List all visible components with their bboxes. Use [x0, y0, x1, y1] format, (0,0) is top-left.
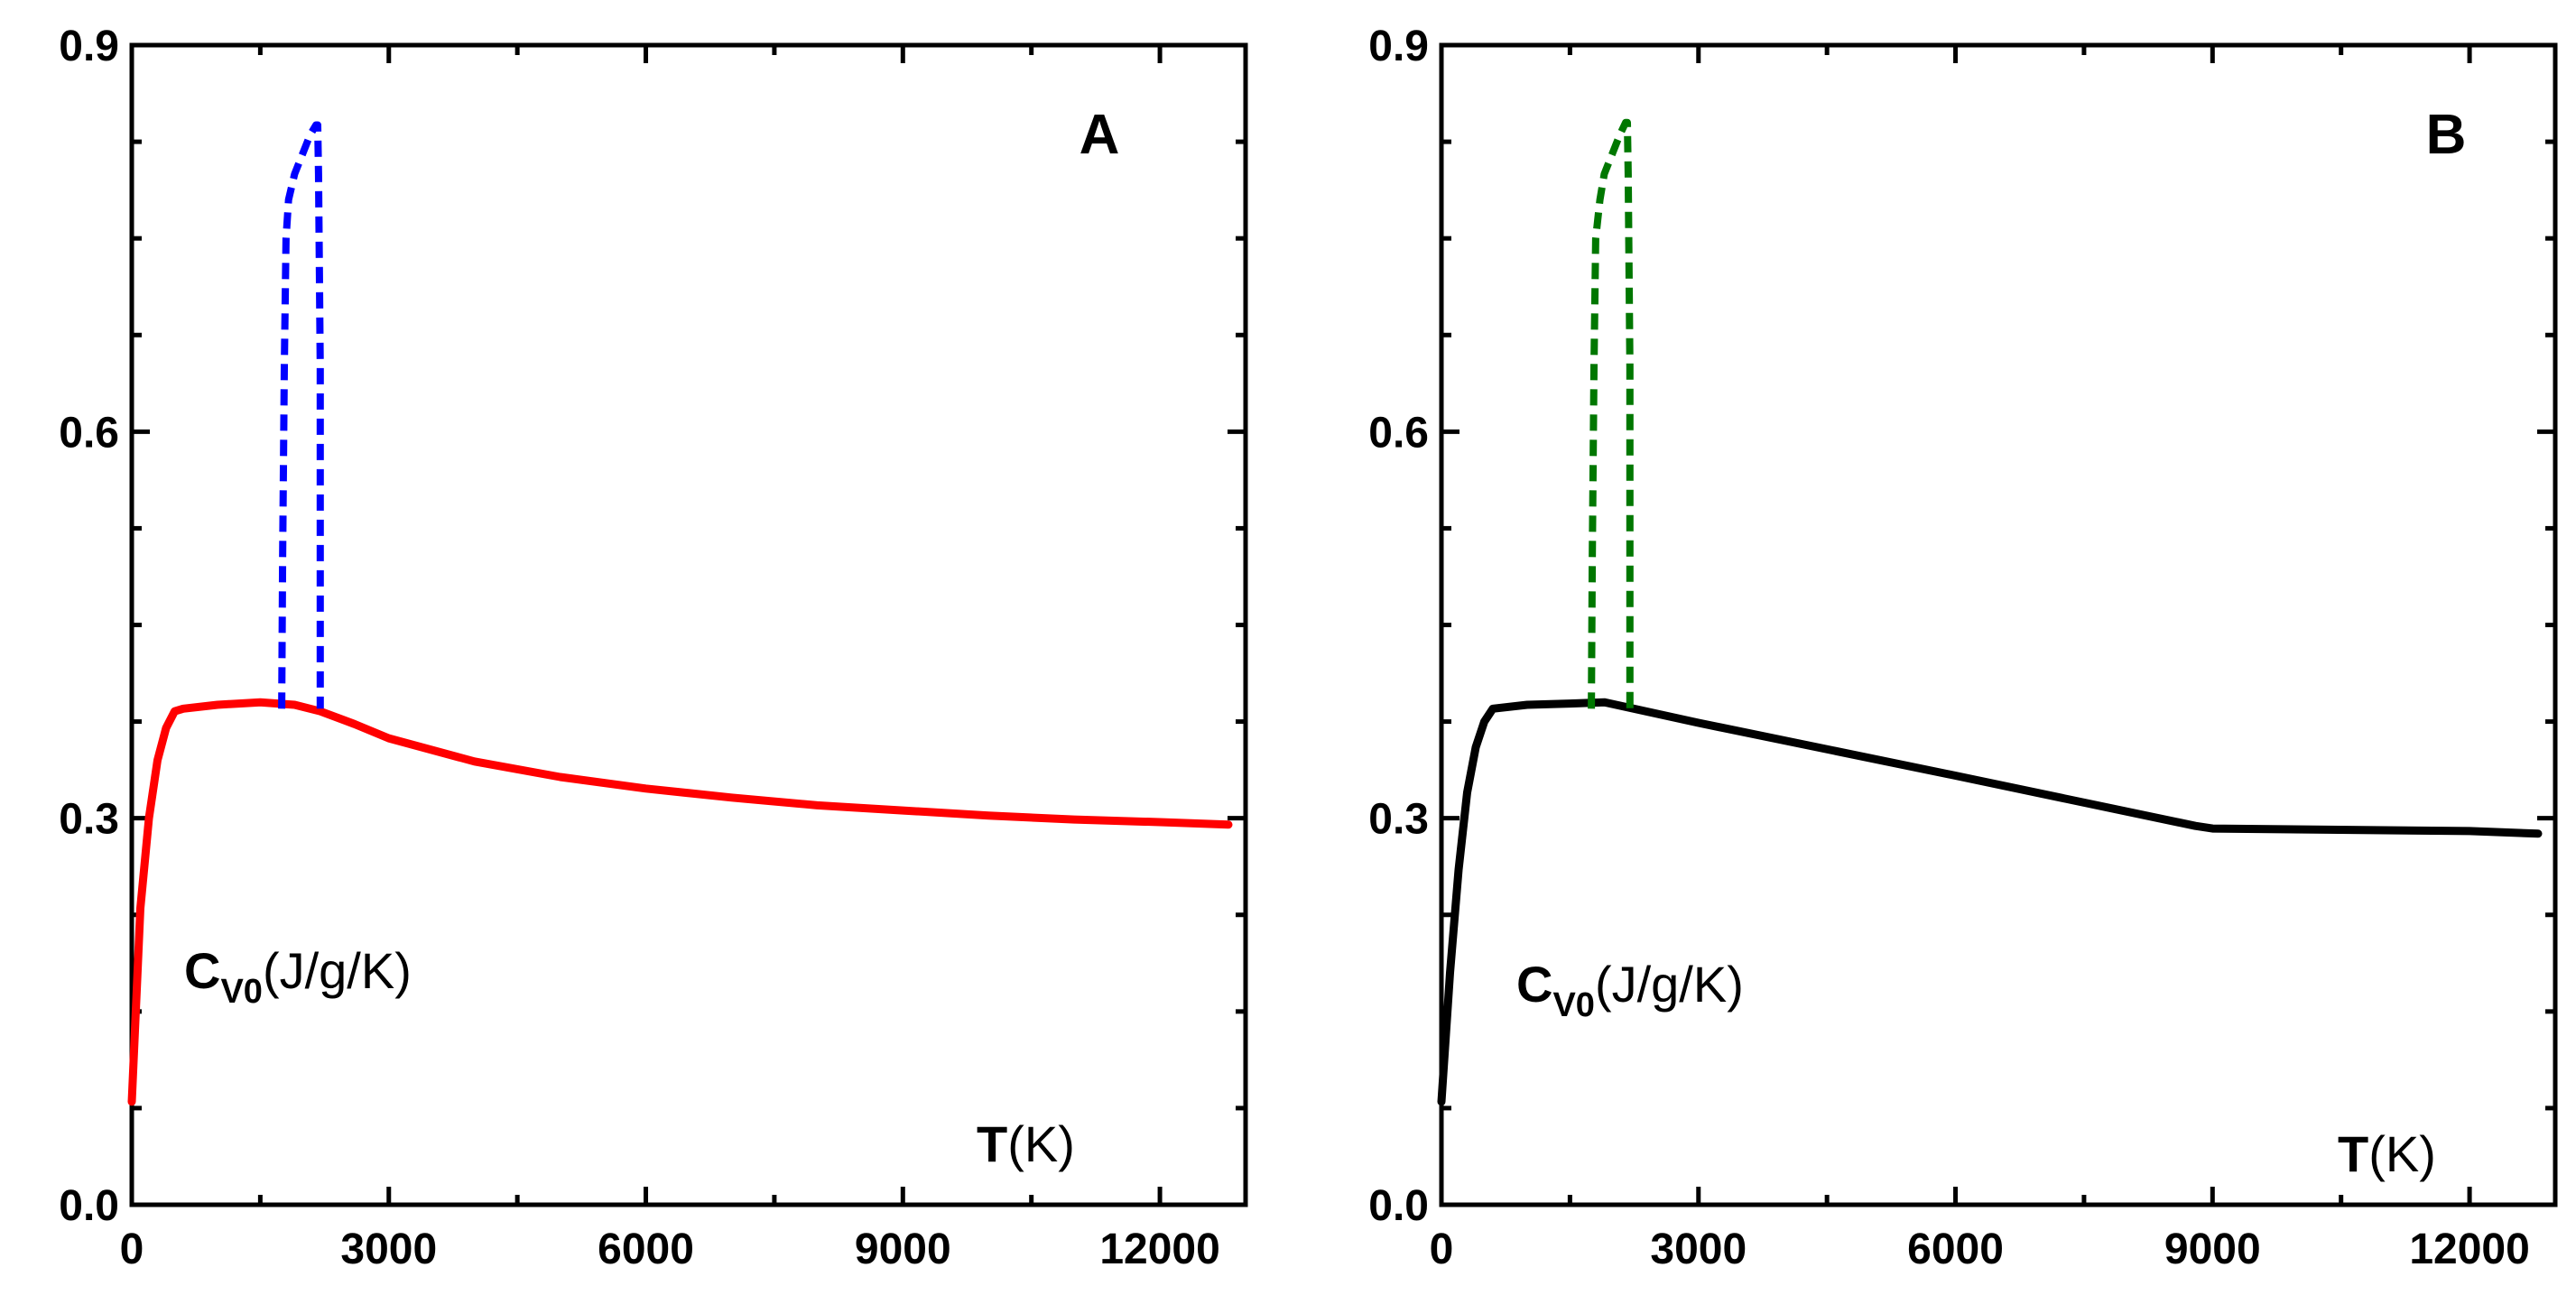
- y-axis-sub-b: V0: [1552, 986, 1594, 1024]
- y-axis-label-b: CV0(J/g/K): [1516, 956, 1744, 1024]
- x-tick-label: 3000: [1650, 1226, 1747, 1273]
- panel-label-a: A: [1080, 104, 1120, 166]
- plot-frame-a: [129, 42, 1248, 1207]
- y-tick-label: 0.3: [1368, 796, 1429, 844]
- x-tick-label: 6000: [1907, 1226, 2004, 1273]
- series-dashed-line-a: [278, 121, 324, 709]
- x-axis-label-a: T(K): [977, 1115, 1075, 1172]
- y-axis-label-a: CV0(J/g/K): [184, 942, 412, 1011]
- y-tick-label: 0.9: [1368, 23, 1429, 70]
- y-axis-unit-a: (J/g/K): [263, 942, 412, 999]
- x-tick-label: 9000: [855, 1226, 951, 1273]
- x-tick-label: 12000: [2409, 1226, 2529, 1273]
- plot-frame-b: [1439, 42, 2558, 1207]
- ticks-a: 0 3000 6000 9000 12000 0.0 0.3 0.6 0.9: [59, 23, 1246, 1273]
- series-solid-line-a: [127, 698, 1233, 1106]
- y-tick-label: 0.9: [59, 23, 119, 70]
- y-axis-unit-b: (J/g/K): [1595, 956, 1744, 1013]
- x-tick-label: 0: [120, 1226, 144, 1273]
- y-axis-var-a: C: [184, 942, 220, 999]
- panel-label-b: B: [2426, 104, 2467, 166]
- y-tick-label: 0.6: [1368, 409, 1429, 457]
- x-tick-label: 9000: [2164, 1226, 2261, 1273]
- x-axis-label-b: T(K): [2338, 1125, 2436, 1182]
- panel-b: 0 3000 6000 9000 12000 0.0 0.3 0.6 0.9 B CV0(J/g…: [1368, 23, 2558, 1273]
- y-tick-label: 0.6: [59, 409, 119, 457]
- x-tick-label: 6000: [598, 1226, 694, 1273]
- ticks-b: 0 3000 6000 9000 12000 0.0 0.3 0.6 0.9: [1368, 23, 2555, 1273]
- series-layer-b: [1437, 118, 2543, 1106]
- x-tick-label: 0: [1430, 1226, 1454, 1273]
- series-layer-a: [127, 121, 1233, 1106]
- panel-a: 0 3000 6000 9000 12000 0.0 0.3 0.6 0.9 A CV0(J/g…: [59, 23, 1248, 1273]
- x-axis-unit-b: (K): [2368, 1125, 2436, 1182]
- series-solid-line-b: [1437, 698, 2543, 1106]
- y-axis-sub-a: V0: [220, 973, 262, 1011]
- x-tick-label: 12000: [1099, 1226, 1219, 1273]
- y-axis-var-b: C: [1516, 956, 1552, 1013]
- y-tick-label: 0.0: [1368, 1182, 1429, 1230]
- x-axis-var-a: T: [977, 1115, 1007, 1172]
- y-tick-label: 0.3: [59, 796, 119, 844]
- series-dashed-line-b: [1588, 118, 1634, 709]
- x-axis-unit-a: (K): [1007, 1115, 1075, 1172]
- y-tick-label: 0.0: [59, 1182, 119, 1230]
- x-axis-var-b: T: [2338, 1125, 2368, 1182]
- x-tick-label: 3000: [340, 1226, 437, 1273]
